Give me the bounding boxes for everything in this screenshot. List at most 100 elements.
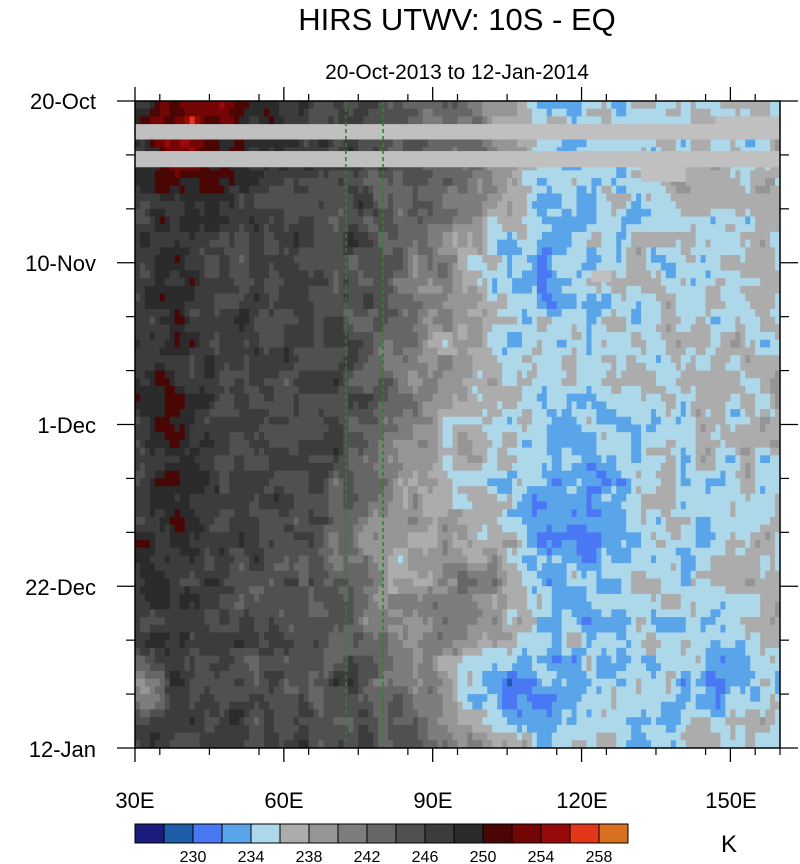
field-cell xyxy=(244,601,310,610)
field-cell xyxy=(259,593,310,603)
field-cell xyxy=(775,694,780,703)
field-cell xyxy=(710,578,746,587)
field-cell xyxy=(348,593,354,603)
field-cell xyxy=(229,563,240,572)
field-cell xyxy=(591,678,617,687)
field-cell xyxy=(462,285,469,295)
field-cell xyxy=(710,324,736,333)
field-cell xyxy=(492,617,498,626)
field-cell xyxy=(522,424,528,433)
field-cell xyxy=(551,593,588,603)
field-cell xyxy=(432,262,439,272)
field-cell xyxy=(169,270,181,279)
field-cell xyxy=(373,208,379,218)
field-cell xyxy=(343,355,359,364)
field-cell xyxy=(189,447,201,456)
field-cell xyxy=(526,593,538,603)
field-cell xyxy=(393,278,429,287)
field-cell xyxy=(388,640,404,649)
field-cell xyxy=(457,347,469,356)
field-cell xyxy=(254,324,285,333)
field-cell xyxy=(194,293,215,302)
field-cell xyxy=(219,116,235,125)
field-cell xyxy=(313,316,325,325)
field-cell xyxy=(343,370,354,379)
field-cell xyxy=(551,270,558,279)
field-cell xyxy=(358,709,369,718)
field-cell xyxy=(735,316,741,325)
field-cell xyxy=(695,239,707,248)
field-cell xyxy=(551,586,588,595)
field-cell xyxy=(437,409,483,418)
field-cell xyxy=(368,401,379,410)
field-cell xyxy=(368,601,379,610)
field-cell xyxy=(417,339,424,349)
field-cell xyxy=(358,170,369,179)
field-cell xyxy=(273,493,280,503)
field-cell xyxy=(144,262,156,272)
field-cell xyxy=(760,563,771,572)
field-cell xyxy=(626,324,657,333)
field-cell xyxy=(462,547,483,557)
field-cell xyxy=(417,370,429,379)
field-cell xyxy=(477,393,483,402)
field-cell xyxy=(770,439,780,449)
field-cell xyxy=(214,670,220,680)
field-cell xyxy=(705,478,727,487)
field-cell xyxy=(308,593,315,603)
field-cell xyxy=(417,570,429,580)
field-cell xyxy=(735,324,746,333)
field-cell xyxy=(308,185,349,195)
field-cell xyxy=(512,178,518,187)
field-cell xyxy=(601,116,612,125)
field-cell xyxy=(665,686,672,695)
field-cell xyxy=(432,208,459,218)
field-cell xyxy=(452,455,469,464)
field-cell xyxy=(631,640,642,649)
field-cell xyxy=(164,278,186,287)
field-cell xyxy=(680,563,697,572)
field-cell xyxy=(536,540,548,549)
field-cell xyxy=(273,617,354,626)
field-cell xyxy=(596,216,622,225)
colorbar-swatch xyxy=(221,823,252,844)
field-cell xyxy=(690,601,697,610)
x-tick-label: 120E xyxy=(556,788,607,813)
field-cell xyxy=(680,362,687,372)
field-cell xyxy=(194,663,211,672)
field-cell xyxy=(487,524,503,533)
field-cell xyxy=(720,101,771,110)
field-cell xyxy=(417,409,424,418)
field-cell xyxy=(328,555,344,564)
field-cell xyxy=(323,409,374,418)
field-cell xyxy=(646,632,657,641)
field-cell xyxy=(467,570,498,580)
field-cell xyxy=(219,547,225,557)
field-cell xyxy=(412,578,434,587)
field-cell xyxy=(551,540,563,549)
field-cell xyxy=(437,655,464,664)
field-cell xyxy=(273,308,295,318)
field-cell xyxy=(313,701,325,711)
field-cell xyxy=(397,231,429,241)
field-cell xyxy=(437,686,454,695)
field-cell xyxy=(154,540,171,549)
field-cell xyxy=(601,316,627,325)
field-cell xyxy=(194,717,206,726)
field-cell xyxy=(373,239,379,248)
field-cell xyxy=(422,493,454,503)
field-cell xyxy=(249,609,280,618)
field-cell xyxy=(323,270,335,279)
field-cell xyxy=(546,501,588,510)
field-cell xyxy=(199,247,206,256)
field-cell xyxy=(670,563,677,572)
field-cell xyxy=(561,139,588,148)
chart-subtitle: 20-Oct-2013 to 12-Jan-2014 xyxy=(325,61,589,84)
field-cell xyxy=(234,101,250,110)
field-cell xyxy=(407,555,469,564)
field-cell xyxy=(179,332,201,341)
field-cell xyxy=(214,694,250,703)
field-cell xyxy=(388,647,414,657)
field-cell xyxy=(264,586,310,595)
field-cell xyxy=(705,347,717,356)
